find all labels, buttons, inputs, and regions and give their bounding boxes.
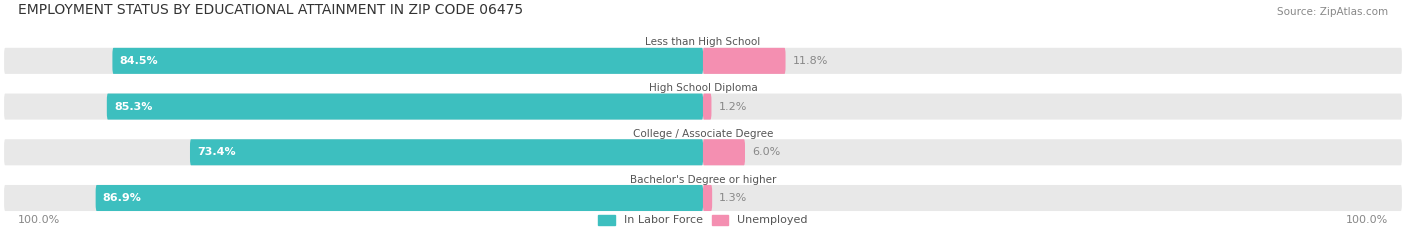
Text: EMPLOYMENT STATUS BY EDUCATIONAL ATTAINMENT IN ZIP CODE 06475: EMPLOYMENT STATUS BY EDUCATIONAL ATTAINM… (18, 3, 523, 17)
FancyBboxPatch shape (703, 48, 786, 74)
Text: 100.0%: 100.0% (1346, 215, 1388, 225)
FancyBboxPatch shape (703, 93, 711, 120)
FancyBboxPatch shape (190, 139, 703, 165)
Text: 84.5%: 84.5% (120, 56, 157, 66)
Text: 85.3%: 85.3% (114, 102, 152, 112)
FancyBboxPatch shape (96, 185, 703, 211)
Text: College / Associate Degree: College / Associate Degree (633, 129, 773, 139)
Text: 6.0%: 6.0% (752, 147, 780, 157)
FancyBboxPatch shape (4, 139, 1402, 165)
Text: 1.3%: 1.3% (718, 193, 748, 203)
Text: 1.2%: 1.2% (718, 102, 747, 112)
FancyBboxPatch shape (4, 93, 1402, 120)
Text: 86.9%: 86.9% (103, 193, 142, 203)
FancyBboxPatch shape (4, 48, 1402, 74)
Text: 73.4%: 73.4% (197, 147, 236, 157)
FancyBboxPatch shape (4, 185, 1402, 211)
FancyBboxPatch shape (112, 48, 703, 74)
Text: High School Diploma: High School Diploma (648, 83, 758, 93)
FancyBboxPatch shape (703, 139, 745, 165)
Legend: In Labor Force, Unemployed: In Labor Force, Unemployed (593, 210, 813, 230)
FancyBboxPatch shape (107, 93, 703, 120)
FancyBboxPatch shape (703, 185, 713, 211)
Text: 11.8%: 11.8% (793, 56, 828, 66)
Text: Less than High School: Less than High School (645, 37, 761, 47)
Text: Source: ZipAtlas.com: Source: ZipAtlas.com (1277, 7, 1388, 17)
Text: Bachelor's Degree or higher: Bachelor's Degree or higher (630, 175, 776, 185)
Text: 100.0%: 100.0% (18, 215, 60, 225)
